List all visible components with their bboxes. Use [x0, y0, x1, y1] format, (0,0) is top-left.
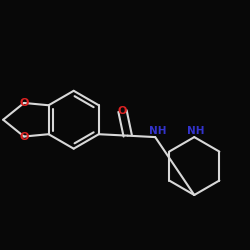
Text: O: O [19, 98, 29, 108]
Text: O: O [19, 132, 29, 141]
Text: NH: NH [187, 126, 204, 136]
Text: NH: NH [148, 126, 166, 136]
Text: O: O [118, 106, 127, 116]
